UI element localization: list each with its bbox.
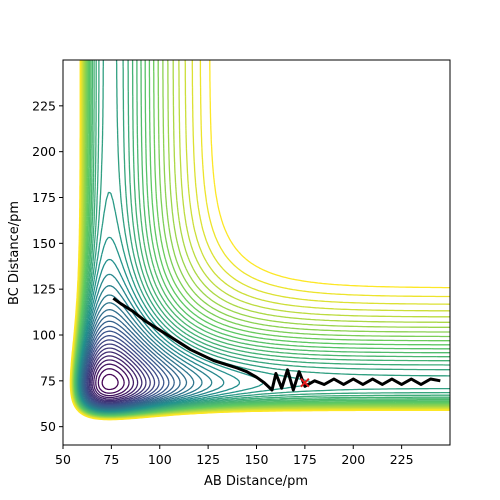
x-tick-label: 175 [293, 452, 317, 467]
contour-level [101, 373, 119, 391]
contour-level [90, 351, 143, 402]
contour-level [82, 315, 181, 409]
x-tick-label: 225 [390, 452, 414, 467]
y-tick-label: 175 [32, 190, 56, 205]
trajectory-line [112, 297, 441, 392]
y-axis-label: BC Distance/pm [7, 201, 22, 305]
y-tick-label: 125 [32, 282, 56, 297]
contour-level [77, 236, 264, 413]
y-axis-ticks: 50 75 100 125 150 175 200 225 [32, 98, 63, 434]
contour-level [97, 368, 125, 394]
contour-level [69, 60, 450, 421]
contour-level [83, 325, 170, 408]
x-tick-label: 50 [55, 452, 71, 467]
y-tick-label: 100 [32, 328, 56, 343]
x-tick-label: 125 [196, 452, 220, 467]
y-tick-label: 200 [32, 144, 56, 159]
contour-level [86, 339, 156, 405]
contour-level [84, 330, 165, 407]
x-axis-label: AB Distance/pm [204, 474, 308, 489]
contour-level [91, 355, 139, 400]
contour-level [87, 343, 151, 404]
x-axis-ticks: 50 75 100 125 150 175 200 225 [55, 445, 414, 467]
contour-level [81, 309, 188, 410]
contour-lines [69, 60, 450, 421]
trajectory-path [112, 297, 441, 392]
marker-x [300, 377, 310, 388]
x-tick-label: 100 [148, 452, 172, 467]
contour-level [88, 347, 147, 403]
contour-level [93, 359, 135, 399]
x-tick-label: 150 [245, 452, 269, 467]
contour-level [82, 320, 175, 408]
contour-level [85, 335, 160, 406]
y-tick-label: 225 [32, 98, 56, 113]
y-tick-label: 150 [32, 236, 56, 251]
y-tick-label: 75 [40, 373, 56, 388]
transition-marker [300, 377, 310, 388]
y-tick-label: 50 [40, 419, 56, 434]
x-tick-label: 75 [103, 452, 119, 467]
contour-level [95, 363, 130, 397]
x-tick-label: 200 [341, 452, 365, 467]
contour-level [71, 60, 450, 419]
